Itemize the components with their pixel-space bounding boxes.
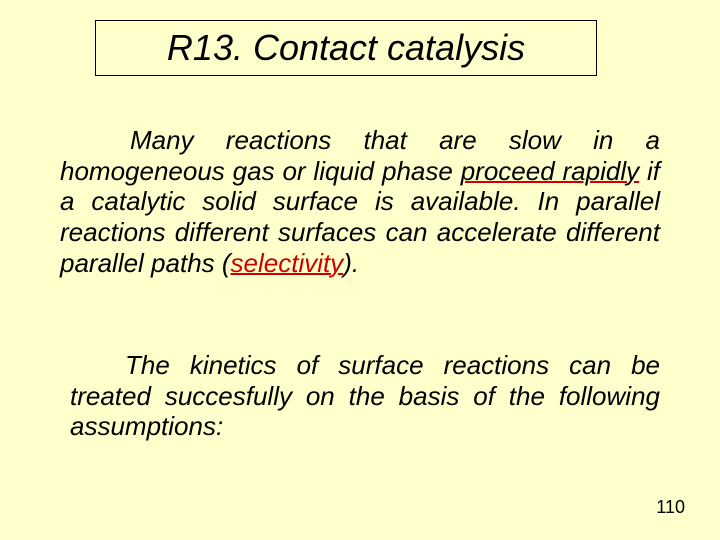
paragraph-1: Many reactions that are slow in a homoge… (60, 125, 660, 278)
title-box: R13. Contact catalysis (95, 20, 597, 76)
para1-underlined: proceed rapidly (461, 156, 639, 186)
paragraph-2: The kinetics of surface reactions can be… (70, 350, 660, 442)
page-number: 110 (656, 497, 685, 518)
para1-selectivity: selectivity (231, 248, 344, 278)
title-text: R13. Contact catalysis (167, 27, 525, 68)
para1-post: ). (343, 248, 359, 278)
